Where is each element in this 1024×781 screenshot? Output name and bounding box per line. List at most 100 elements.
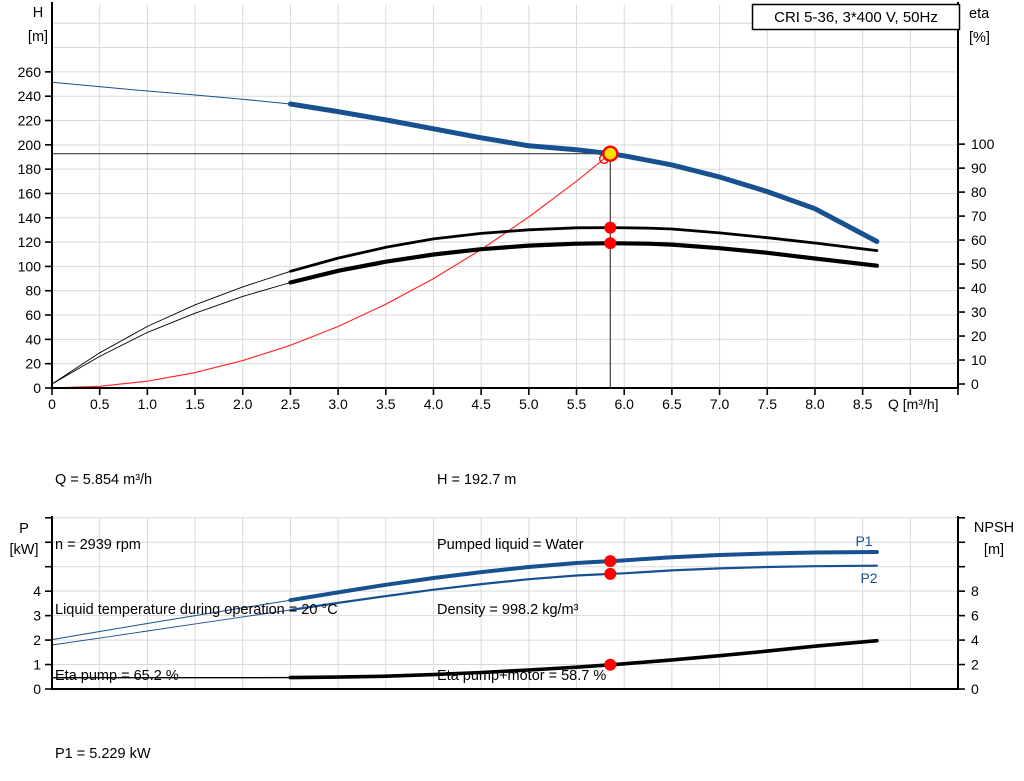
x-tick-label: 6.5 <box>662 396 682 412</box>
x-tick-label: 5.5 <box>567 396 587 412</box>
left-tick-label: 220 <box>18 113 42 129</box>
right-axis-ticks: 0 2 4 6 8 <box>958 516 979 697</box>
eta-axis-label: eta <box>969 6 990 22</box>
duty-point-marker <box>602 145 619 162</box>
left-tick-label: 160 <box>18 185 42 201</box>
left-tick-label: 40 <box>25 331 41 347</box>
right-tick-label: 50 <box>971 256 987 272</box>
left-axis-ticks: 0 1 2 3 4 <box>33 516 52 697</box>
info-line-pumped-liquid: Pumped liquid = Water <box>437 536 584 553</box>
left-tick-label: 20 <box>25 356 41 372</box>
right-tick-label: 4 <box>971 632 979 648</box>
left-tick-label: 200 <box>18 137 42 153</box>
x-tick-label: 2.0 <box>233 396 253 412</box>
series-P2 <box>51 564 879 646</box>
left-tick-label: 120 <box>18 234 42 250</box>
info-line-h: H = 192.7 m <box>437 471 517 488</box>
left-tick-label: 240 <box>18 88 42 104</box>
generated-charts: 0204060801001201401601802002202402600102… <box>18 2 995 697</box>
series-P1 <box>51 550 879 641</box>
info-line-n: n = 2939 rpm <box>55 536 141 553</box>
curve-point-marker <box>604 221 617 234</box>
right-tick-label: 0 <box>971 376 979 392</box>
right-tick-label: 90 <box>971 160 987 176</box>
x-tick-label: 4.5 <box>471 396 491 412</box>
q-axis-label: Q [m³/h] <box>888 396 939 412</box>
right-tick-label: 100 <box>971 136 995 152</box>
series-NPSH <box>51 638 879 680</box>
right-tick-label: 70 <box>971 208 987 224</box>
eta-axis-unit: [%] <box>969 30 990 46</box>
left-tick-label: 140 <box>18 210 42 226</box>
x-tick-label: 2.5 <box>281 396 301 412</box>
right-tick-label: 0 <box>971 681 979 697</box>
x-tick-label: 3.0 <box>328 396 348 412</box>
series-H <box>51 81 880 244</box>
right-tick-label: 80 <box>971 184 987 200</box>
axes <box>51 2 959 389</box>
right-tick-label: 2 <box>971 657 979 673</box>
x-tick-label: 1.5 <box>185 396 205 412</box>
left-tick-label: 180 <box>18 161 42 177</box>
right-tick-label: 40 <box>971 280 987 296</box>
x-tick-label: 7.5 <box>758 396 778 412</box>
duty-markers <box>604 555 617 671</box>
chart-title: CRI 5-36, 3*400 V, 50Hz <box>774 9 938 26</box>
left-tick-label: 4 <box>33 583 41 599</box>
info-line-density: Density = 998.2 kg/m³ <box>437 602 579 619</box>
axes <box>51 516 959 690</box>
power-npsh-chart-group: 0 1 2 3 4 0 2 4 6 8 <box>33 516 979 697</box>
h-axis-unit: [m] <box>28 29 48 45</box>
duty-guide-lines <box>52 153 611 388</box>
right-tick-label: 6 <box>971 608 979 624</box>
p1-curve-label: P1 <box>855 533 872 549</box>
npsh-axis-unit: [m] <box>984 542 1004 558</box>
p-axis-label: P <box>19 521 29 537</box>
left-tick-label: 2 <box>33 632 41 648</box>
info-line-p1: P1 = 5.229 kW <box>55 745 151 762</box>
right-tick-label: 8 <box>971 583 979 599</box>
curve-point-marker <box>604 237 617 250</box>
info-line-liquid-temp: Liquid temperature during operation = 20… <box>55 602 338 619</box>
right-tick-label: 60 <box>971 232 987 248</box>
qh-eta-chart-group: 0204060801001201401601802002202402600102… <box>18 2 995 412</box>
operating-info-right-column: H = 192.7 m Pumped liquid = Water Densit… <box>437 426 606 731</box>
left-tick-label: 3 <box>33 608 41 624</box>
duty-markers <box>598 145 619 250</box>
grid <box>52 5 958 388</box>
x-tick-label: 1.0 <box>138 396 158 412</box>
info-line-eta-pump-motor: Eta pump+motor = 58.7 % <box>437 667 607 684</box>
x-tick-label: 0 <box>48 396 56 412</box>
x-tick-label: 5.0 <box>519 396 539 412</box>
p-axis-unit: [kW] <box>10 542 39 558</box>
operating-info-left-column: Q = 5.854 m³/h n = 2939 rpm Liquid tempe… <box>55 426 338 731</box>
info-line-eta-pump: Eta pump = 65.2 % <box>55 667 179 684</box>
h-axis-label: H <box>33 5 43 21</box>
right-tick-label: 20 <box>971 328 987 344</box>
series-system-curve <box>51 153 611 389</box>
x-tick-label: 6.0 <box>614 396 634 412</box>
left-tick-label: 100 <box>18 258 42 274</box>
right-tick-label: 10 <box>971 352 987 368</box>
p2-curve-label: P2 <box>860 570 877 586</box>
power-info-block: P1 = 5.229 kW P2 = 4.706 kW NPSH = 1.98 … <box>55 700 156 781</box>
info-line-q: Q = 5.854 m³/h <box>55 471 153 488</box>
x-tick-label: 8.0 <box>805 396 825 412</box>
right-axis-ticks: 0 10 20 30 40 50 60 70 80 90 100 <box>958 136 995 392</box>
left-tick-label: 0 <box>33 380 41 396</box>
left-tick-label: 0 <box>33 681 41 697</box>
x-axis-ticks: 0 0.5 1.0 1.5 2.0 2.5 3.0 3.5 4.0 4.5 5.0 5.5 6.0 6.5… <box>48 388 959 412</box>
left-tick-label: 80 <box>25 283 41 299</box>
left-tick-label: 260 <box>18 64 42 80</box>
x-tick-label: 8.5 <box>853 396 873 412</box>
npsh-axis-label: NPSH <box>974 520 1014 536</box>
left-axis-ticks: 0 20 40 60 80 100 120 140 160 180 200 220 240 260 <box>18 64 52 396</box>
x-tick-label: 3.5 <box>376 396 396 412</box>
left-tick-label: 60 <box>25 307 41 323</box>
x-tick-label: 4.0 <box>424 396 444 412</box>
series-eta-pump <box>51 226 879 385</box>
curve-point-marker <box>604 567 617 580</box>
curve-point-marker <box>604 555 617 568</box>
